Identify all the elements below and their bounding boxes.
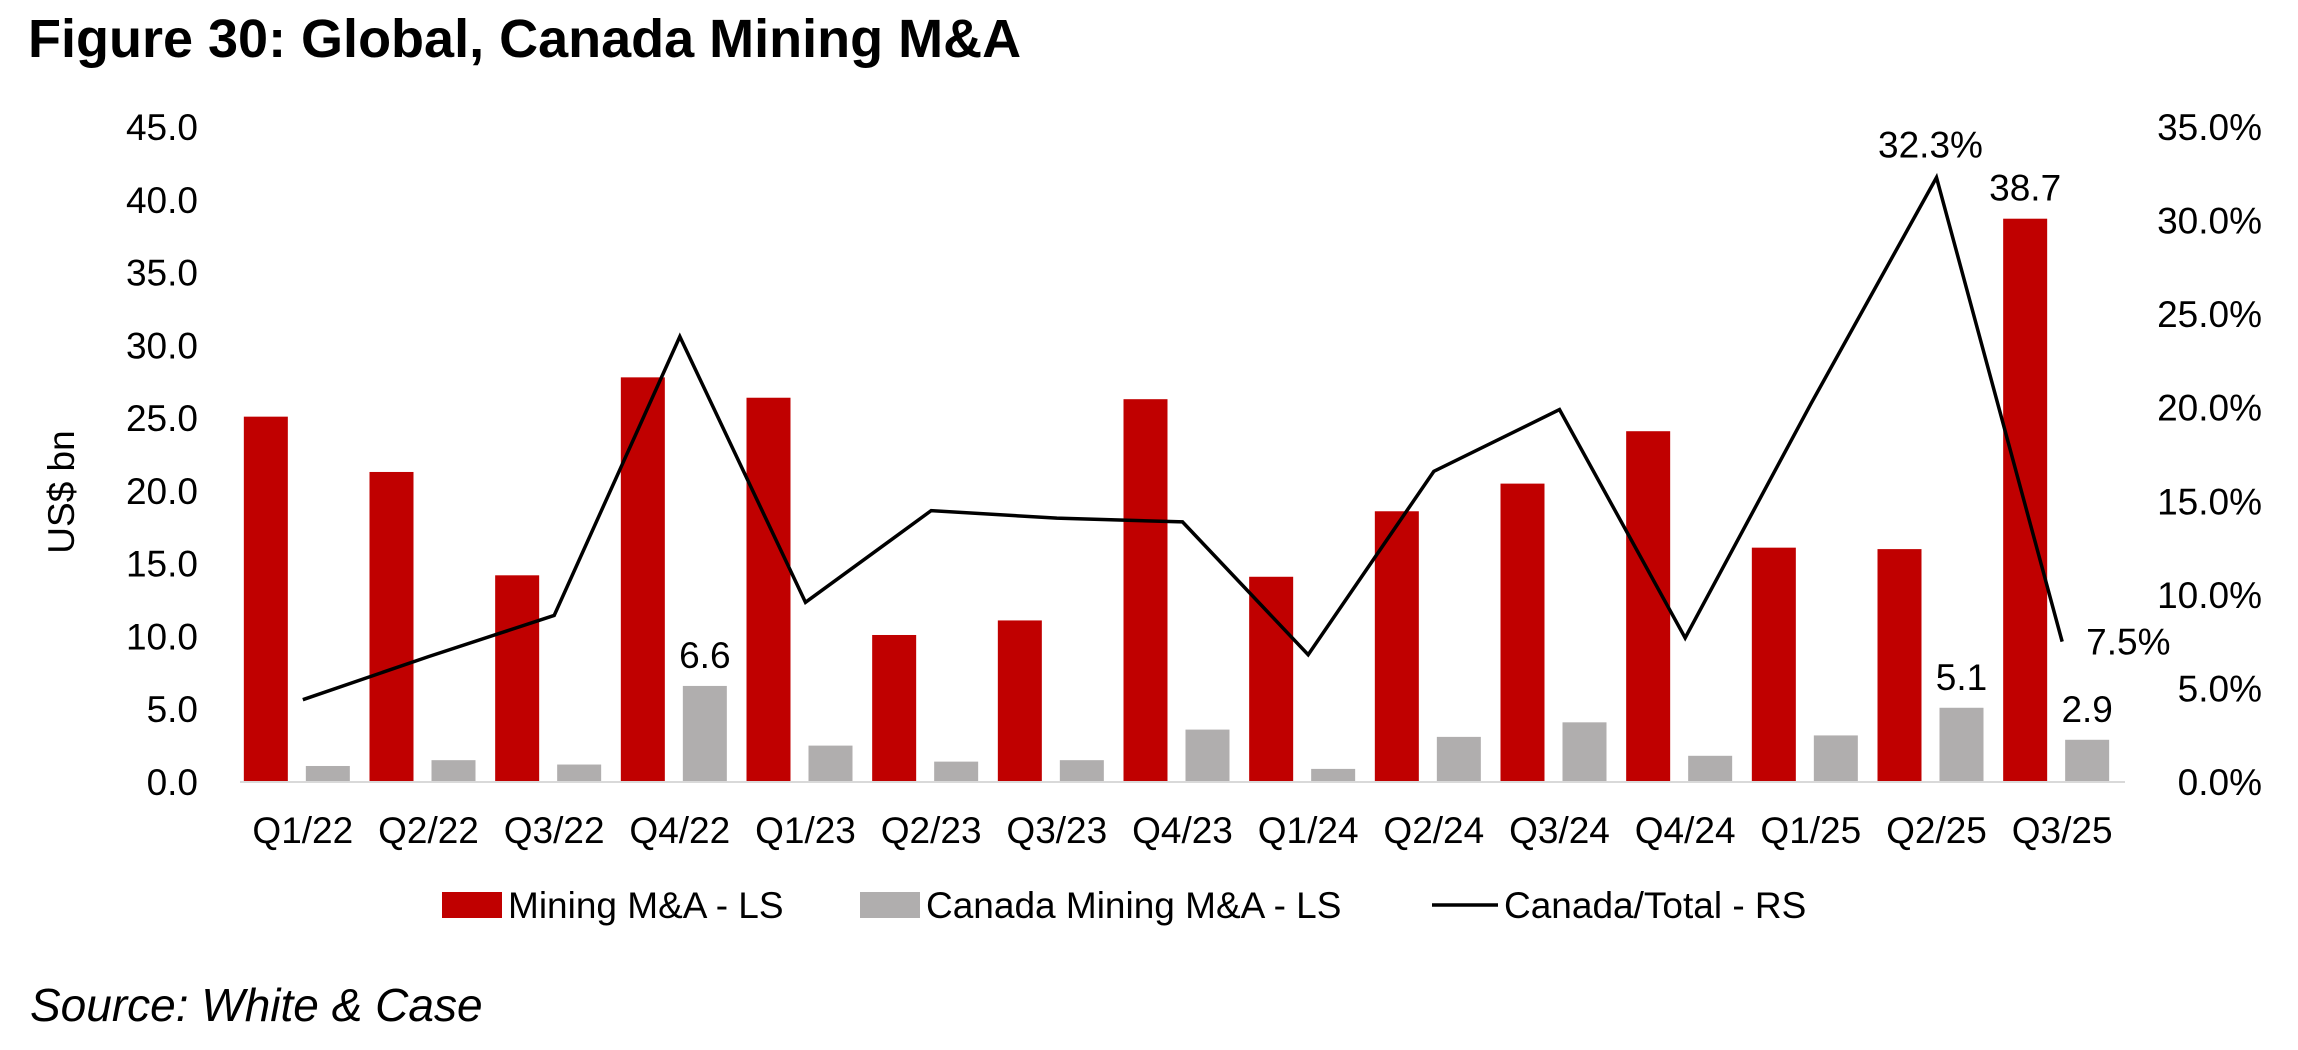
y-axis-label: US$ bn xyxy=(41,430,82,553)
left-tick-label: 20.0 xyxy=(126,471,198,512)
canada-mining-ma-bar xyxy=(934,761,979,782)
left-tick-label: 35.0 xyxy=(126,253,198,294)
x-axis-ticks: Q1/22 Q2/22 Q3/22 Q4/22 Q1/23 Q2/23 Q3/23 Q4/23… xyxy=(252,810,2112,851)
mining-ma-bar xyxy=(1500,483,1545,782)
x-tick-label: Q3/25 xyxy=(2012,810,2113,851)
mining-ma-bar xyxy=(1374,511,1419,782)
x-tick-label: Q2/25 xyxy=(1886,810,1987,851)
x-tick-label: Q1/24 xyxy=(1258,810,1359,851)
canada-mining-ma-bar xyxy=(1562,722,1607,782)
mining-ma-bar xyxy=(1626,431,1671,782)
mining-ma-bar xyxy=(1123,399,1168,782)
mining-ma-bar xyxy=(997,620,1042,782)
right-axis-ticks: 0.0% 5.0% 10.0% 15.0% 20.0% 25.0% 30.0% 35.0% xyxy=(2157,107,2262,803)
x-tick-label: Q4/24 xyxy=(1635,810,1736,851)
x-tick-label: Q2/22 xyxy=(378,810,479,851)
right-tick-label: 10.0% xyxy=(2157,575,2262,616)
data-labels: 38.7 6.6 5.1 2.9 32.3% 7.5% xyxy=(679,125,2170,730)
x-tick-label: Q3/22 xyxy=(504,810,605,851)
x-tick-label: Q2/23 xyxy=(881,810,982,851)
mining-ma-bar xyxy=(1249,576,1294,782)
canada-mining-ma-bar xyxy=(682,685,727,782)
canada-mining-ma-bar xyxy=(1939,707,1984,782)
right-tick-label: 0.0% xyxy=(2178,762,2262,803)
data-label: 7.5% xyxy=(2086,622,2170,663)
source-note: Source: White & Case xyxy=(30,979,483,1031)
data-label: 38.7 xyxy=(1989,168,2061,209)
line-series-group xyxy=(302,172,2064,702)
left-tick-label: 10.0 xyxy=(126,616,198,657)
legend-swatch xyxy=(442,892,502,918)
mining-ma-bar xyxy=(746,397,791,782)
left-tick-label: 15.0 xyxy=(126,544,198,585)
mining-ma-bar xyxy=(495,575,540,782)
canada-mining-ma-bar xyxy=(1436,736,1481,782)
right-tick-label: 5.0% xyxy=(2178,668,2262,709)
canada-total-line xyxy=(302,172,2064,702)
legend-label: Canada Mining M&A - LS xyxy=(926,885,1341,926)
x-tick-label: Q1/22 xyxy=(252,810,353,851)
data-label: 6.6 xyxy=(679,635,730,676)
canada-mining-ma-bar xyxy=(1688,755,1733,782)
figure-title: Figure 30: Global, Canada Mining M&A xyxy=(28,9,1022,69)
legend-swatch xyxy=(860,892,920,918)
bars-group xyxy=(243,218,2110,782)
left-tick-label: 5.0 xyxy=(147,689,198,730)
mining-ma-bar xyxy=(243,416,288,782)
legend-label: Canada/Total - RS xyxy=(1504,885,1806,926)
canada-mining-ma-bar xyxy=(808,745,853,782)
left-tick-label: 30.0 xyxy=(126,325,198,366)
right-tick-label: 35.0% xyxy=(2157,107,2262,148)
data-label: 32.3% xyxy=(1878,125,1983,166)
canada-mining-ma-bar xyxy=(1185,729,1230,782)
x-tick-label: Q1/25 xyxy=(1760,810,1861,851)
mining-ma-bar xyxy=(872,634,917,782)
canada-mining-ma-bar xyxy=(431,760,476,782)
canada-mining-ma-bar xyxy=(557,764,602,782)
right-tick-label: 15.0% xyxy=(2157,481,2262,522)
left-tick-label: 45.0 xyxy=(126,107,198,148)
canada-mining-ma-bar xyxy=(2065,739,2110,782)
left-tick-label: 25.0 xyxy=(126,398,198,439)
right-tick-label: 25.0% xyxy=(2157,294,2262,335)
mining-ma-bar xyxy=(1877,549,1922,782)
right-tick-label: 20.0% xyxy=(2157,388,2262,429)
x-tick-label: Q3/23 xyxy=(1006,810,1107,851)
mining-ma-bar xyxy=(620,377,665,782)
mining-ma-bar xyxy=(369,471,414,782)
x-tick-label: Q3/24 xyxy=(1509,810,1610,851)
canada-mining-ma-bar xyxy=(1813,735,1858,782)
left-axis-ticks: 0.0 5.0 10.0 15.0 20.0 25.0 30.0 35.0 40.0 45.0 xyxy=(126,107,198,803)
left-tick-label: 40.0 xyxy=(126,180,198,221)
legend: Mining M&A - LS Canada Mining M&A - LS Can… xyxy=(442,885,1806,926)
legend-label: Mining M&A - LS xyxy=(508,885,784,926)
mining-ma-bar xyxy=(1751,547,1796,782)
right-tick-label: 30.0% xyxy=(2157,201,2262,242)
x-tick-label: Q4/23 xyxy=(1132,810,1233,851)
canada-mining-ma-bar xyxy=(1059,760,1104,782)
x-tick-label: Q1/23 xyxy=(755,810,856,851)
data-label: 2.9 xyxy=(2061,689,2112,730)
left-tick-label: 0.0 xyxy=(147,762,198,803)
data-label: 5.1 xyxy=(1936,657,1987,698)
x-tick-label: Q2/24 xyxy=(1383,810,1484,851)
x-tick-label: Q4/22 xyxy=(629,810,730,851)
canada-mining-ma-bar xyxy=(305,765,350,782)
canada-mining-ma-bar xyxy=(1311,768,1356,782)
